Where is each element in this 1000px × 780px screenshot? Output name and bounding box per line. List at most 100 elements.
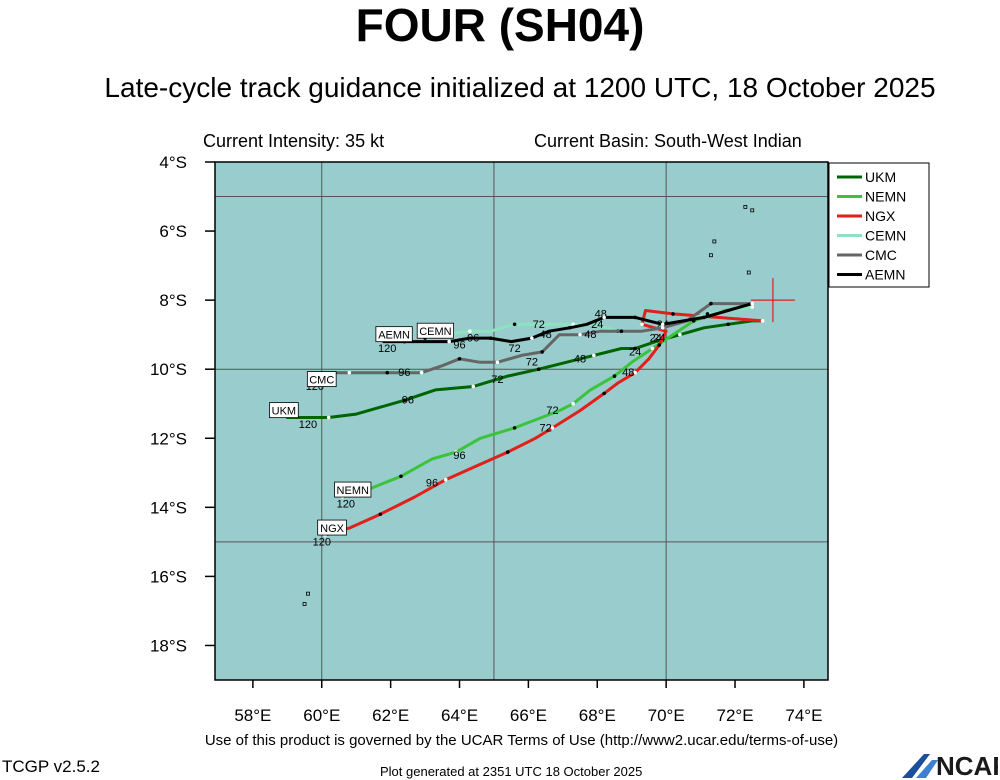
island-marker xyxy=(712,239,717,244)
y-tick-label: 4°S xyxy=(159,153,187,172)
end-label-box xyxy=(306,371,337,387)
y-tick-label: 16°S xyxy=(150,567,187,586)
current-intensity-label: Current Intensity: 35 kt xyxy=(203,131,385,151)
generated-timestamp: Plot generated at 2351 UTC 18 October 20… xyxy=(380,764,643,779)
track-point-ukm xyxy=(592,353,596,358)
track-point-nemn xyxy=(454,450,458,454)
forecast-hour-label: 96 xyxy=(453,450,465,462)
track-point-aemn xyxy=(660,322,665,327)
track-ukm xyxy=(285,319,765,419)
plot-frame xyxy=(214,161,829,681)
track-point-cmc xyxy=(385,370,389,375)
end-label-box xyxy=(416,322,455,339)
track-point-ngx xyxy=(633,370,637,375)
y-tick-label: 8°S xyxy=(159,291,187,310)
x-tick-label: 72°E xyxy=(716,706,753,725)
track-point-cmc xyxy=(540,350,544,354)
track-point-ukm xyxy=(678,332,682,337)
track-point-ukm xyxy=(402,398,407,403)
island-marker xyxy=(750,208,755,213)
track-point-ukm xyxy=(536,367,541,372)
current-basin-label: Current Basin: South-West Indian xyxy=(534,131,802,151)
track-point-cemn xyxy=(468,329,472,334)
island-marker xyxy=(302,602,307,606)
forecast-hour-label: 24 xyxy=(591,319,603,331)
track-point-aemn xyxy=(447,339,451,344)
forecast-hour-label: 72 xyxy=(533,319,545,331)
track-point-cmc xyxy=(419,370,424,375)
track-point-ngx xyxy=(657,343,662,347)
y-tick-label: 6°S xyxy=(159,222,187,241)
track-point-aemn xyxy=(702,315,706,320)
track-point-cmc xyxy=(457,357,462,361)
x-tick-label: 58°E xyxy=(234,706,271,725)
island-marker xyxy=(746,270,751,275)
island-marker xyxy=(743,204,748,209)
x-tick-label: 64°E xyxy=(441,706,478,725)
track-point-nemn xyxy=(571,401,575,406)
forecast-hour-label: 72 xyxy=(539,422,551,434)
forecast-hour-label: 48 xyxy=(622,367,634,379)
svg-text:NCAR: NCAR xyxy=(936,751,998,778)
end-label-cmc: CMC xyxy=(309,375,334,387)
forecast-hour-label: 96 xyxy=(453,339,465,351)
end-label-ukm: UKM xyxy=(272,406,296,418)
track-point-cmc xyxy=(660,325,665,330)
track-point-ukm xyxy=(726,322,730,327)
y-tick-label: 18°S xyxy=(150,636,187,655)
chart-subtitle: Late-cycle track guidance initialized at… xyxy=(104,72,936,103)
track-point-aemn xyxy=(488,336,493,340)
y-tick-label: 10°S xyxy=(150,360,187,379)
terms-of-use-text: Use of this product is governed by the U… xyxy=(204,732,839,749)
x-tick-label: 62°E xyxy=(372,706,409,725)
track-cemn xyxy=(423,305,754,340)
forecast-hour-label: 120 xyxy=(299,419,317,431)
chart-title: FOUR (SH04) xyxy=(355,0,645,51)
x-tick-label: 68°E xyxy=(579,706,616,725)
end-label-cemn: CEMN xyxy=(419,326,451,338)
end-label-box xyxy=(269,402,299,419)
track-point-ngx xyxy=(505,450,510,454)
version-label: TCGP v2.5.2 xyxy=(2,757,100,776)
map-ocean xyxy=(215,162,828,680)
ncar-logo: NCAR xyxy=(902,751,998,778)
forecast-hour-label: 96 xyxy=(398,367,410,379)
track-point-ukm xyxy=(633,346,637,351)
forecast-hour-label: 48 xyxy=(574,353,586,365)
island-marker xyxy=(709,253,713,258)
end-label-box xyxy=(334,481,372,498)
forecast-hour-label: 72 xyxy=(508,343,520,355)
forecast-hour-label: 96 xyxy=(402,395,414,407)
track-point-ngx xyxy=(640,322,644,327)
forecast-hour-label: 120 xyxy=(378,343,396,355)
track-point-nemn xyxy=(512,426,517,430)
track-point-nemn xyxy=(650,346,655,351)
island-marker xyxy=(306,591,310,596)
track-point-cemn xyxy=(571,322,575,327)
forecast-hour-label: 72 xyxy=(491,374,503,386)
y-tick-label: 14°S xyxy=(150,498,187,517)
legend-label-ukm: UKM xyxy=(865,169,896,185)
track-point-nemn xyxy=(612,374,617,378)
forecast-hour-label: 48 xyxy=(539,329,551,341)
x-tick-label: 70°E xyxy=(648,706,685,725)
forecast-hour-label: 24 xyxy=(629,346,641,358)
end-label-ngx: NGX xyxy=(320,523,345,535)
track-point-cemn xyxy=(512,322,517,327)
track-point-ukm xyxy=(471,384,476,389)
track-point-cmc xyxy=(347,370,352,375)
forecast-hour-label: 120 xyxy=(337,498,355,510)
forecast-hour-label: 24 xyxy=(650,333,662,345)
legend-label-cmc: CMC xyxy=(865,247,897,263)
end-label-box xyxy=(317,519,347,536)
track-cmc xyxy=(330,302,754,375)
end-label-nemn: NEMN xyxy=(337,485,369,497)
forecast-hour-label: 24 xyxy=(653,333,665,345)
legend-label-cemn: CEMN xyxy=(865,228,906,244)
track-point-cmc xyxy=(619,329,624,334)
track-point-ukm xyxy=(326,415,331,420)
forecast-hour-label: 96 xyxy=(426,478,438,490)
forecast-hour-label: 120 xyxy=(313,536,331,548)
track-point-aemn xyxy=(567,325,572,330)
track-point-cmc xyxy=(495,360,500,365)
